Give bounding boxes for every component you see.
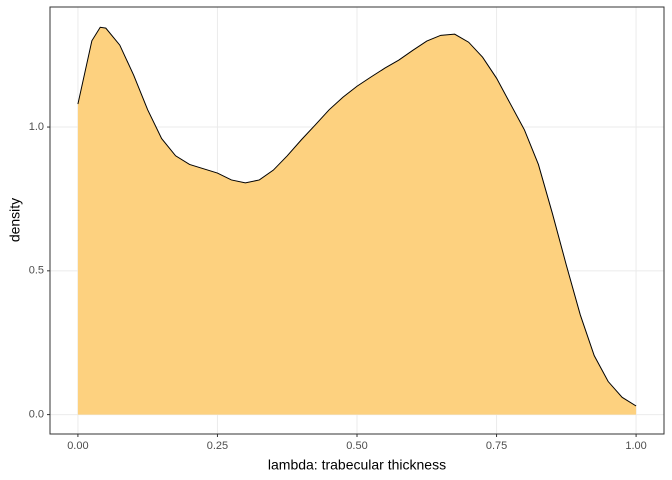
density-line — [77, 26, 637, 407]
x-tick-label: 0.00 — [67, 440, 88, 452]
density-area — [77, 27, 637, 415]
x-tick-label: 1.00 — [625, 440, 646, 452]
x-axis-title: lambda: trabecular thickness — [268, 457, 446, 473]
y-axis-title: density — [7, 198, 23, 242]
x-tick-label: 0.75 — [486, 440, 507, 452]
y-tick-label: 1.0 — [29, 121, 44, 133]
panel-border — [49, 6, 665, 435]
x-tick-label: 0.25 — [207, 440, 228, 452]
y-tick-label: 0.5 — [29, 265, 44, 277]
y-tick-label: 0.0 — [29, 408, 44, 420]
x-tick-label: 0.50 — [346, 440, 367, 452]
